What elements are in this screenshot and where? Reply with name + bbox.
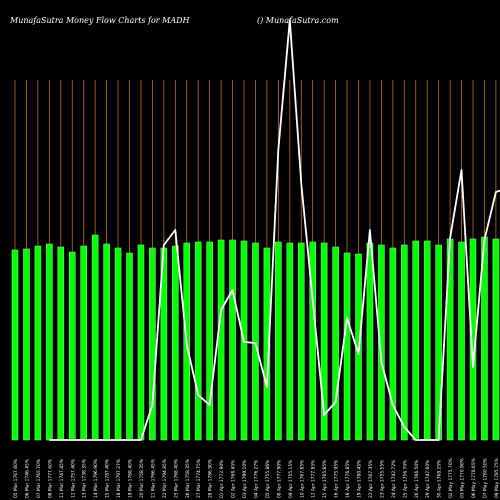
x-tick-label: 13 Mar 1738.35% (82, 459, 88, 498)
x-tick-label: 28 Mar 1786.90% (208, 459, 214, 498)
bar-mark (320, 242, 328, 441)
x-tick-label: 29 Apr 1747.60% (425, 460, 431, 498)
bar-mark (149, 247, 156, 441)
bar-mark (137, 244, 145, 441)
bar-mark (378, 244, 385, 441)
bar-mark (400, 244, 408, 441)
x-tick-label: 22 Apr 1767.35% (368, 460, 374, 498)
x-tick-label: 02 Apr 1768.45% (231, 460, 237, 498)
x-tick-label: 25 Apr 1756.70% (402, 460, 408, 498)
bar-mark (68, 251, 76, 441)
x-tick-label: 15 Mar 1787.40% (105, 459, 111, 498)
bar-mark (389, 247, 397, 441)
x-tick-label: 18 Mar 1797.27% (116, 459, 122, 498)
x-tick-label: 26 Mar 1758.35% (185, 459, 191, 498)
bar-mark (423, 240, 431, 441)
bar-mark (252, 242, 259, 441)
bar-mark (343, 252, 351, 441)
bar-mark (286, 242, 294, 441)
bar-mark (458, 241, 465, 441)
bar-mark (297, 242, 305, 441)
bar-mark (91, 234, 99, 441)
x-tick-label: 05 Apr 1755.86% (265, 460, 271, 498)
bar-mark (46, 243, 53, 441)
x-tick-label: 24 Apr 1742.72% (391, 460, 397, 498)
x-tick-label: 21 Mar 1766.45% (150, 459, 156, 498)
bar-mark (57, 246, 65, 441)
x-tick-label: 12 Apr 1777.85% (311, 460, 317, 498)
bar-mark (263, 247, 271, 441)
x-tick-label: 10 Apr 1767.85% (299, 460, 305, 498)
x-tick-label: 02 May 1775.70% (448, 458, 454, 498)
bar-mark (11, 249, 19, 441)
x-tick-label: 09 Apr 1755.15% (288, 460, 294, 498)
x-tick-label: 03 Apr 1799.10% (242, 460, 248, 498)
bar-mark (23, 248, 30, 441)
x-tick-label: 27 Mar 1774.75% (196, 459, 202, 498)
bar-mark (217, 239, 225, 441)
bar-mark (492, 238, 500, 441)
x-tick-label: 05 Mar 1767.60% (13, 459, 19, 498)
bar-mark (309, 241, 317, 441)
x-tick-label: 26 Apr 1766.50% (414, 460, 420, 498)
bar-mark (229, 239, 236, 441)
x-tick-label: 03 May 1770.90% (460, 458, 466, 498)
x-tick-label: 04 Apr 1776.27% (253, 460, 259, 498)
bar-mark (114, 247, 122, 441)
x-tick-label: 30 Apr 1768.25% (437, 460, 443, 498)
x-tick-label: 08 Mar 1777.60% (47, 459, 53, 498)
x-tick-label: 06 Mar 1746.45% (24, 459, 30, 498)
x-tick-label: 18 Apr 1776.85% (345, 460, 351, 498)
chart-title: MunafaSutra Money Flow Charts for MADH (10, 16, 190, 25)
x-tick-label: 15 Apr 1765.85% (322, 460, 328, 498)
bar-mark (194, 241, 202, 441)
money-flow-line (49, 19, 500, 441)
x-tick-label: 08 Apr 1777.90% (276, 460, 282, 498)
x-tick-label: 14 Mar 1796.90% (93, 459, 99, 498)
x-tick-label: 20 Mar 1758.35% (139, 459, 145, 498)
bar-mark (275, 241, 282, 441)
bar-mark (34, 245, 42, 441)
x-tick-label: 25 Mar 1768.40% (173, 459, 179, 498)
bar-mark (366, 242, 374, 441)
bar-mark (412, 240, 420, 441)
x-tick-label: 08 May 1785.75% (494, 458, 500, 498)
x-tick-label: 01 Apr 1772.90% (219, 460, 225, 498)
x-tick-label: 11 Mar 1747.45% (59, 459, 65, 498)
x-tick-label: 07 May 1780.50% (482, 458, 488, 498)
x-tick-label: 16 Apr 1775.95% (334, 460, 340, 498)
bar-mark (332, 246, 339, 441)
bar-mark (172, 245, 179, 441)
x-tick-label: 19 Apr 1780.45% (357, 460, 363, 498)
site-credit: () MunafaSutra.com (257, 16, 339, 25)
bar-mark (206, 241, 213, 441)
x-tick-label: 23 Apr 1755.55% (379, 460, 385, 498)
bar-mark (80, 245, 87, 441)
x-tick-label: 19 Mar 1768.40% (128, 459, 134, 498)
bar-mark (126, 252, 133, 441)
x-tick-label: 12 Mar 1757.40% (70, 459, 76, 498)
x-tick-label: 06 May 1778.65% (471, 458, 477, 498)
bar-mark (103, 243, 110, 441)
x-tick-label: 22 Mar 1794.85% (162, 459, 168, 498)
x-tick-label: 07 Mar 1765.70% (36, 459, 42, 498)
